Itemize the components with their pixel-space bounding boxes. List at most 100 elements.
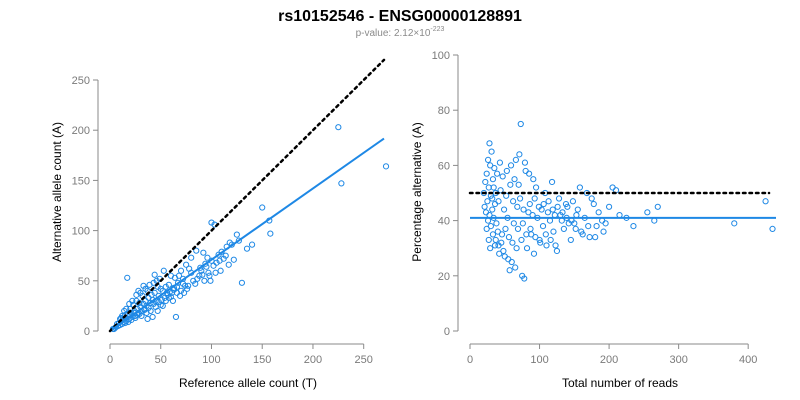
- right-data-point: [592, 234, 599, 241]
- right-data-point: [531, 195, 538, 202]
- right-data-point: [523, 231, 530, 238]
- right-data-point: [506, 267, 513, 274]
- right-data-point: [530, 176, 537, 183]
- right-data-point: [532, 184, 540, 191]
- left-data-point: [217, 267, 224, 274]
- left-y-tick-label: 200: [72, 125, 90, 137]
- right-data-point: [595, 209, 602, 216]
- right-data-point: [489, 195, 496, 202]
- left-y-tick-label: 100: [72, 226, 90, 238]
- right-data-point: [501, 253, 508, 260]
- right-data-point: [505, 234, 513, 241]
- right-data-point: [500, 206, 508, 213]
- left-data-point: [180, 289, 188, 296]
- left-y-axis: 0 50 100 150 200 250: [72, 75, 99, 338]
- right-data-point: [497, 187, 504, 194]
- right-data-point: [548, 178, 556, 186]
- left-data-point: [259, 204, 266, 211]
- right-x-tick-label: 100: [530, 354, 548, 366]
- left-data-point: [188, 254, 195, 261]
- right-x-tick-label: 0: [467, 354, 473, 366]
- right-data-point: [567, 236, 574, 244]
- right-data-point: [511, 176, 518, 183]
- left-x-tick-label: 150: [253, 354, 271, 366]
- right-data-point: [521, 275, 528, 282]
- right-data-point: [502, 225, 509, 232]
- left-data-point: [208, 219, 215, 226]
- right-data-point: [507, 181, 514, 188]
- right-x-tick-label: 400: [739, 354, 757, 366]
- left-x-axis: 0 50 100 150 200 250: [107, 343, 373, 366]
- chart-subtitle: p-value: 2.12×10-223: [356, 26, 445, 39]
- left-data-point: [165, 281, 172, 288]
- right-data-point: [549, 206, 556, 213]
- right-x-axis-label: Total number of reads: [562, 376, 678, 390]
- right-data-point: [509, 239, 516, 246]
- right-data-point: [553, 247, 561, 255]
- right-data-point: [512, 264, 519, 271]
- left-data-point: [167, 272, 174, 279]
- left-data-point: [157, 285, 164, 292]
- left-data-point: [202, 260, 209, 267]
- right-data-point: [544, 209, 551, 216]
- right-data-point: [547, 236, 554, 244]
- right-data-point: [505, 256, 512, 263]
- right-data-point: [489, 231, 497, 238]
- right-data-point: [593, 223, 600, 230]
- left-data-point: [207, 277, 214, 284]
- left-data-point: [124, 274, 131, 281]
- left-data-point: [121, 307, 128, 315]
- right-data-point: [484, 198, 491, 205]
- left-data-point: [201, 277, 208, 284]
- right-data-point: [731, 220, 738, 227]
- right-data-point: [526, 170, 533, 177]
- right-data-point: [605, 203, 613, 210]
- right-data-point: [493, 220, 500, 227]
- right-data-point: [572, 225, 579, 232]
- left-data-point: [235, 237, 242, 244]
- right-x-tick-label: 300: [669, 354, 687, 366]
- right-data-point: [600, 228, 607, 235]
- right-data-point: [521, 159, 529, 166]
- right-data-point: [510, 198, 517, 205]
- left-data-point: [216, 257, 223, 264]
- right-data-point: [588, 195, 595, 202]
- left-x-tick-label: 0: [107, 354, 113, 366]
- left-data-point: [144, 315, 151, 323]
- right-data-point: [540, 200, 547, 208]
- right-data-point: [602, 220, 609, 227]
- left-data-point: [193, 247, 200, 254]
- left-data-point: [151, 271, 158, 278]
- right-data-point: [485, 236, 492, 244]
- right-data-point: [519, 220, 526, 227]
- left-data-point: [204, 254, 211, 261]
- left-data-point: [225, 261, 232, 268]
- right-y-axis-label: Percentage alternative (A): [410, 122, 424, 261]
- left-data-point: [147, 299, 154, 306]
- right-data-point: [483, 170, 490, 177]
- left-data-point: [158, 296, 165, 303]
- left-data-point: [192, 280, 199, 287]
- right-data-point: [522, 167, 529, 175]
- left-plot-marks: [108, 58, 390, 333]
- left-fit-line: [111, 137, 385, 331]
- left-data-point: [183, 261, 190, 268]
- right-data-point: [550, 228, 557, 235]
- left-data-point: [184, 285, 191, 292]
- left-x-tick-label: 200: [304, 354, 322, 366]
- left-data-point: [212, 269, 219, 276]
- right-data-point: [554, 203, 561, 210]
- right-data-point: [482, 178, 489, 186]
- right-data-point: [508, 258, 515, 266]
- left-y-tick-label: 150: [72, 175, 90, 187]
- allele-count-scatter-panel: 0 50 100 150 200 250 0 50 100 150 200 250 Referenc…: [50, 58, 390, 390]
- right-data-point: [514, 203, 521, 210]
- left-data-point: [138, 312, 145, 320]
- left-data-point: [243, 245, 251, 252]
- right-data-point: [484, 156, 492, 163]
- right-y-tick-label: 100: [432, 50, 450, 62]
- left-reference-line: [108, 58, 386, 333]
- right-y-axis: 0 20 40 60 80 100: [432, 50, 459, 338]
- right-data-point: [499, 173, 506, 180]
